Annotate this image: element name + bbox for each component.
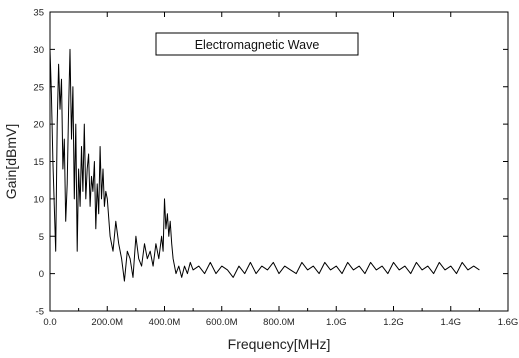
x-tick-label: 1.4G (440, 317, 461, 328)
x-tick-labels: 0.0 200.0M 400.0M 600.0M 800.0M 1.0G 1.2G 1.4G 1… (43, 317, 518, 328)
y-tick-label: 35 (33, 8, 44, 19)
x-tick-label: 400.0M (149, 317, 181, 328)
y-tick-label: -5 (36, 307, 44, 318)
y-tick-label: 5 (39, 232, 44, 243)
legend: Electromagnetic Wave (155, 32, 359, 56)
x-tick-label: 800.0M (263, 317, 295, 328)
x-tick-label: 1.2G (383, 317, 404, 328)
x-tick-label: 1.6G (498, 317, 519, 328)
y-tick-label: 15 (33, 157, 44, 168)
y-tick-label: 10 (33, 194, 44, 205)
y-tick-labels: -5 0 5 10 15 20 25 30 35 (33, 8, 44, 318)
series-layer (49, 48, 480, 282)
series-line (49, 48, 480, 282)
y-axis-title: Gain[dBmV] (3, 124, 19, 199)
legend-box (155, 32, 359, 56)
y-tick-label: 25 (33, 82, 44, 93)
axis-ticks (49, 11, 509, 312)
x-axis-title: Frequency[MHz] (228, 336, 331, 352)
x-tick-label: 600.0M (206, 317, 238, 328)
y-tick-label: 0 (39, 269, 44, 280)
plot-frame (49, 11, 509, 312)
legend-label: Electromagnetic Wave (195, 38, 320, 52)
y-tick-label: 30 (33, 45, 44, 56)
x-tick-label: 0.0 (43, 317, 56, 328)
x-tick-label: 200.0M (91, 317, 123, 328)
y-tick-label: 20 (33, 120, 44, 131)
x-tick-label: 1.0G (326, 317, 347, 328)
